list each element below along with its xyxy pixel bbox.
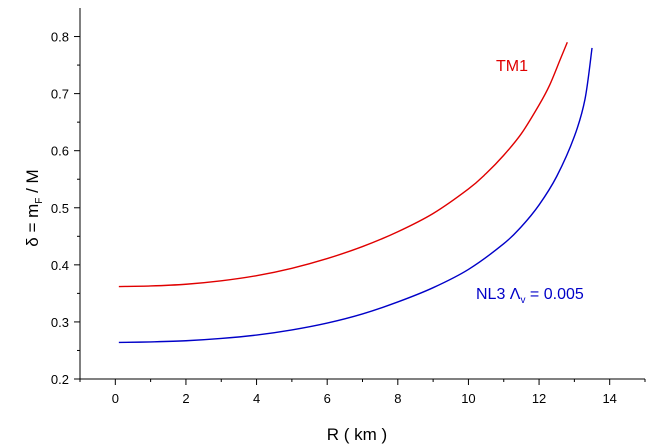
series-line-tm1: [118, 41, 568, 288]
x-tick-label: 8: [394, 391, 401, 406]
x-tick-label: 4: [253, 391, 260, 406]
y-tick-label: 0.4: [51, 258, 69, 273]
y-tick-label: 0.5: [51, 201, 69, 216]
x-axis-label: R ( km ): [327, 425, 387, 444]
series-lines: [118, 41, 593, 344]
x-tick-label: 2: [182, 391, 189, 406]
series-label-nl3-subscript: v: [520, 295, 525, 306]
y-axis-label-subscript: F: [34, 198, 45, 204]
x-tick-label: 12: [532, 391, 546, 406]
x-tick-label: 10: [461, 391, 475, 406]
x-tick-label: 14: [602, 391, 616, 406]
x-tick-label: 6: [324, 391, 331, 406]
series-label-nl3: NL3 Λv = 0.005: [476, 286, 584, 306]
y-tick-label: 0.2: [51, 372, 69, 387]
y-tick-label: 0.3: [51, 315, 69, 330]
x-tick-label: 0: [112, 391, 119, 406]
ticks: 0 2 4 6 8 10 12 14 0.2 0.3 0.4 0.5 0.6 0.7 0.8: [51, 30, 646, 406]
y-axis-label: δ = mF / M: [23, 169, 45, 246]
y-tick-label: 0.6: [51, 144, 69, 159]
series-line-nl3: [118, 47, 593, 344]
y-tick-label: 0.8: [51, 30, 69, 45]
axes: [79, 8, 645, 380]
series-label-tm1: TM1: [496, 58, 528, 75]
y-tick-label: 0.7: [51, 87, 69, 102]
